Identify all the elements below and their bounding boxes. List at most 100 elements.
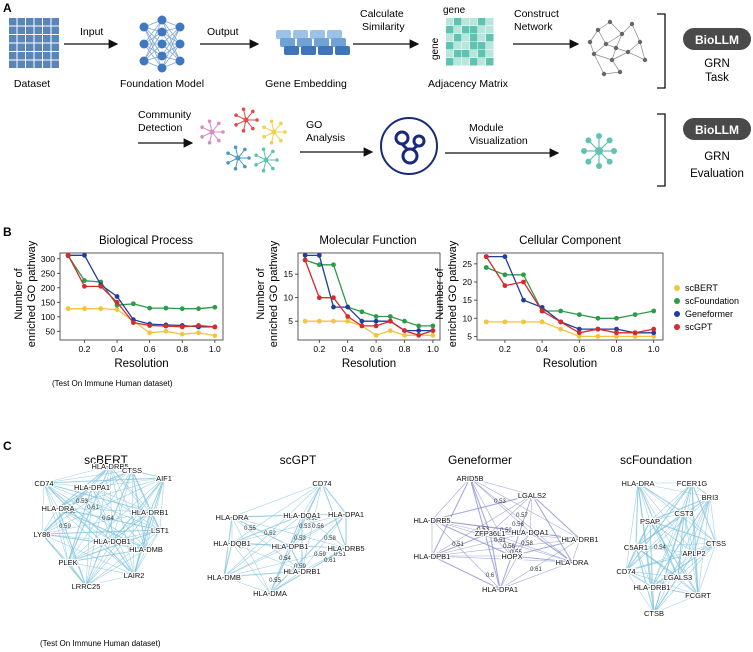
panel-b-footnote: (Test On Immune Human dataset) [52, 379, 173, 388]
matrix-cell [470, 58, 478, 66]
network-edge [231, 516, 347, 549]
point-scFoundation [614, 315, 619, 321]
network-edge [431, 519, 491, 534]
gene-label: HLA-DPA1 [328, 510, 364, 519]
legend-label: scBERT [685, 283, 718, 293]
network-edge [231, 542, 271, 594]
nn-node [139, 39, 149, 49]
point-Geneformer [521, 297, 526, 303]
community-label-2: Detection [138, 122, 183, 134]
network-edge [109, 465, 113, 542]
y-axis-label-mf-line1: Number of [255, 267, 267, 319]
y-tick-label: 200 [41, 283, 55, 293]
gene-label: HLA-DQA1 [283, 511, 321, 520]
edge-weight: 0.54 [654, 545, 666, 551]
network-edge [57, 507, 69, 563]
edge-weight: 0.61 [87, 505, 99, 511]
network-edge [57, 507, 161, 531]
net-node [595, 27, 601, 33]
gene-label: HOPX [501, 552, 522, 561]
point-Geneformer [316, 252, 322, 258]
x-axis-label: Resolution [114, 358, 168, 370]
network-edge [159, 477, 165, 531]
network-edge [223, 570, 303, 578]
point-scBERT [196, 330, 201, 336]
network-edge [651, 542, 717, 588]
network-edge [85, 540, 113, 587]
point-scBERT [521, 319, 526, 325]
point-scGPT [576, 330, 582, 336]
cluster-node [279, 138, 283, 143]
gene-label: HLA-DRB1 [131, 508, 168, 517]
network-edge [511, 555, 573, 563]
network-edge [635, 546, 653, 588]
network-edge [85, 465, 111, 587]
net-node [625, 49, 631, 55]
embedding-block [310, 30, 325, 39]
cluster-node [217, 138, 221, 143]
network-edge [67, 561, 87, 587]
network-edge [649, 520, 695, 554]
point-scBERT [302, 318, 308, 324]
gene-label: FCGRT [685, 591, 711, 600]
network-edge [231, 482, 323, 518]
edge-weight: 0.57 [516, 513, 528, 519]
network-edge [57, 465, 111, 509]
dataset-cell [9, 60, 17, 68]
matrix-cell [454, 26, 462, 34]
gene-label: HLA-DMA [253, 589, 287, 598]
legend-marker [674, 298, 680, 304]
series-line-scBERT [486, 321, 654, 338]
legend-label: scFoundation [685, 296, 739, 306]
gene-networks: scBERT0.560.530.610.590.54CD74HLA-DRB5CT… [32, 453, 727, 619]
gene-label: CD74 [616, 567, 635, 576]
network-edge [499, 538, 581, 590]
dataset-cell [26, 35, 34, 43]
nn-edge [143, 19, 163, 45]
gene-label: HLA-DRB1 [561, 535, 598, 544]
network-edge [489, 532, 501, 590]
net-node [619, 31, 625, 37]
network-edge [85, 511, 151, 587]
gene-label: HLA-DRA [216, 513, 249, 522]
network-edge [301, 482, 323, 516]
network-edge [223, 482, 323, 578]
network-edge [145, 529, 161, 550]
network-edge [625, 546, 637, 572]
nn-node [175, 22, 185, 32]
network-edge [469, 477, 531, 533]
chart-title: Cellular Component [519, 235, 621, 247]
matrix-cell [486, 42, 494, 50]
point-scFoundation [163, 305, 169, 311]
matrix-cell [486, 26, 494, 34]
network-edge [57, 507, 113, 542]
dataset-cell [26, 43, 34, 51]
network-edge [651, 576, 679, 588]
point-scGPT [130, 320, 136, 325]
network-edge [289, 545, 303, 572]
cluster-node [254, 162, 258, 167]
cluster-node [251, 109, 255, 114]
gene-label: HLA-DQB1 [93, 537, 131, 546]
network-edge [511, 531, 531, 557]
nn-edge [161, 26, 181, 57]
network-edge [109, 465, 147, 550]
y-tick-label: 20 [463, 277, 473, 287]
dataset-cell [17, 60, 25, 68]
point-scGPT [651, 326, 657, 332]
cluster-hub [263, 157, 269, 163]
dataset-cell [34, 26, 42, 34]
point-scBERT [402, 332, 407, 338]
matrix-cell [462, 50, 470, 58]
network-edge [635, 482, 639, 548]
net-edge [611, 59, 621, 73]
gene-label: BRI3 [702, 493, 719, 502]
embedding-block [327, 30, 342, 39]
gene-label: CST3 [674, 509, 693, 518]
point-Geneformer [614, 326, 619, 332]
chart-cellular-component: Cellular Component Resolution 0.2 0.4 0.6 0.8… [463, 235, 664, 370]
point-scGPT [539, 308, 545, 314]
point-scFoundation [179, 306, 185, 312]
nn-edge [161, 31, 181, 62]
